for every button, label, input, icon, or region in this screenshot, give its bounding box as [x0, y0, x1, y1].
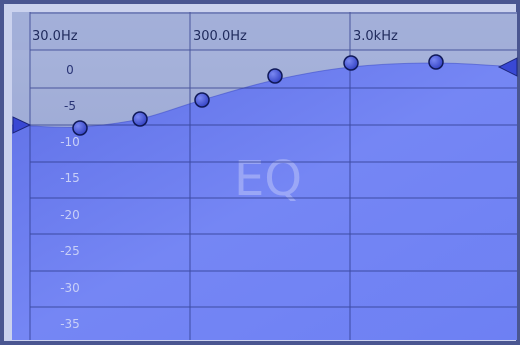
eq-band-handle-4[interactable]: [267, 68, 283, 84]
eq-left-gain-marker-icon[interactable]: [12, 116, 32, 134]
eq-band-handle-2[interactable]: [132, 111, 148, 127]
eq-plot-area: EQ 30.0Hz 300.0Hz 3.0kHz 0 -5 -10 -15 -2…: [11, 12, 518, 340]
db-label-minus25: -25: [60, 244, 80, 258]
freq-label-3khz: 3.0kHz: [353, 29, 398, 44]
eq-band-handle-1[interactable]: [72, 120, 88, 136]
db-label-minus35: -35: [60, 317, 80, 331]
db-label-0: 0: [66, 63, 74, 77]
db-label-minus5: -5: [64, 99, 76, 113]
eq-response-curve: [11, 62, 518, 128]
db-label-minus20: -20: [60, 208, 80, 222]
db-label-minus30: -30: [60, 281, 80, 295]
eq-band-handle-5[interactable]: [343, 55, 359, 71]
freq-label-300hz: 300.0Hz: [193, 29, 247, 44]
eq-band-handle-3[interactable]: [194, 92, 210, 108]
eq-band-handle-6[interactable]: [428, 54, 444, 70]
eq-watermark: EQ: [234, 151, 302, 207]
eq-right-gain-marker-icon[interactable]: [497, 57, 518, 77]
db-label-minus15: -15: [60, 171, 80, 185]
freq-label-30hz: 30.0Hz: [32, 29, 78, 44]
eq-header-band: [12, 12, 517, 50]
db-label-minus10: -10: [60, 135, 80, 149]
